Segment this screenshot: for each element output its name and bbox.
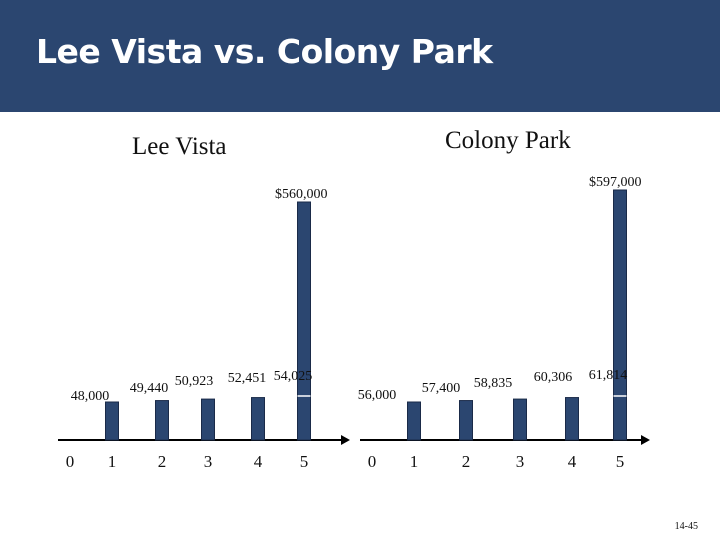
header-bar: Lee Vista vs. Colony Park (0, 0, 720, 112)
colony-park-tick-label-5: 5 (616, 452, 625, 471)
lee-vista-bar-2 (155, 400, 169, 441)
lee-vista-value-label-5: 54,025 (274, 369, 313, 384)
lee-vista-tick-label-3: 3 (204, 452, 213, 471)
lee-vista-axis-arrow-icon (341, 435, 350, 445)
colony-park-bar-1 (407, 401, 421, 441)
lee-vista-value-label-2: 49,440 (130, 381, 169, 396)
lee-vista-tick-label-1: 1 (108, 452, 117, 471)
lee-vista-tick-label-5: 5 (300, 452, 309, 471)
lee-vista-bar-1 (105, 401, 119, 441)
colony-park-value-label-4: 60,306 (534, 370, 573, 385)
colony-park-top-value-label: $597,000 (589, 175, 642, 190)
colony-park-tick-label-4: 4 (568, 452, 577, 471)
colony-park-tick-label-1: 1 (410, 452, 419, 471)
page-number: 14-45 (674, 521, 698, 532)
lee-vista-tick-label-0: 0 (66, 452, 75, 471)
lee-vista-value-label-1: 48,000 (71, 389, 110, 404)
lee-vista-bar-5 (297, 201, 311, 441)
lee-vista-value-label-3: 50,923 (175, 374, 214, 389)
colony-park-chart: 0 1 56,000 2 57,400 3 58,835 4 60,306 5 $597,000 61… (358, 175, 650, 471)
colony-park-value-label-3: 58,835 (474, 376, 513, 391)
colony-park-value-label-1: 56,000 (358, 388, 397, 403)
lee-vista-tick-label-2: 2 (158, 452, 167, 471)
lee-vista-tick-label-4: 4 (254, 452, 263, 471)
colony-park-bar-2 (459, 400, 473, 441)
lee-vista-value-label-4: 52,451 (228, 371, 267, 386)
colony-park-value-label-2: 57,400 (422, 381, 461, 396)
lee-vista-top-value-label: $560,000 (275, 187, 328, 202)
colony-park-bar-5 (613, 189, 627, 441)
colony-park-bar-3 (513, 398, 527, 441)
lee-vista-title: Lee Vista (132, 133, 227, 160)
colony-park-title: Colony Park (445, 127, 571, 154)
page-title: Lee Vista vs. Colony Park (36, 32, 493, 71)
colony-park-tick-label-0: 0 (368, 452, 377, 471)
colony-park-tick-label-3: 3 (516, 452, 525, 471)
colony-park-bar-4 (565, 397, 579, 441)
colony-park-value-label-5: 61,814 (589, 368, 628, 383)
lee-vista-bar-4 (251, 397, 265, 441)
lee-vista-chart: 0 1 48,000 2 49,440 3 50,923 4 52,451 5 $560,000 54… (58, 187, 350, 471)
colony-park-axis-arrow-icon (641, 435, 650, 445)
colony-park-tick-label-2: 2 (462, 452, 471, 471)
lee-vista-bar-3 (201, 398, 215, 441)
